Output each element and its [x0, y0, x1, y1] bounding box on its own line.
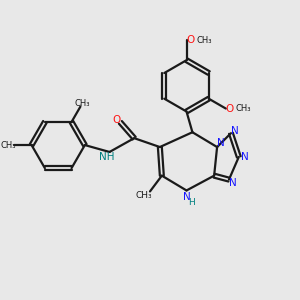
Text: N: N [229, 178, 237, 188]
Text: CH₃: CH₃ [236, 104, 251, 113]
Text: H: H [188, 198, 195, 207]
Text: CH₃: CH₃ [196, 36, 212, 45]
Text: N: N [231, 126, 239, 136]
Text: N: N [183, 192, 190, 203]
Text: CH₃: CH₃ [75, 99, 90, 108]
Text: NH: NH [99, 152, 114, 162]
Text: CH₃: CH₃ [136, 191, 152, 200]
Text: O: O [112, 116, 121, 125]
Text: N: N [241, 152, 249, 162]
Text: O: O [226, 103, 234, 113]
Text: N: N [217, 138, 225, 148]
Text: O: O [186, 35, 195, 46]
Text: CH₃: CH₃ [0, 141, 16, 150]
